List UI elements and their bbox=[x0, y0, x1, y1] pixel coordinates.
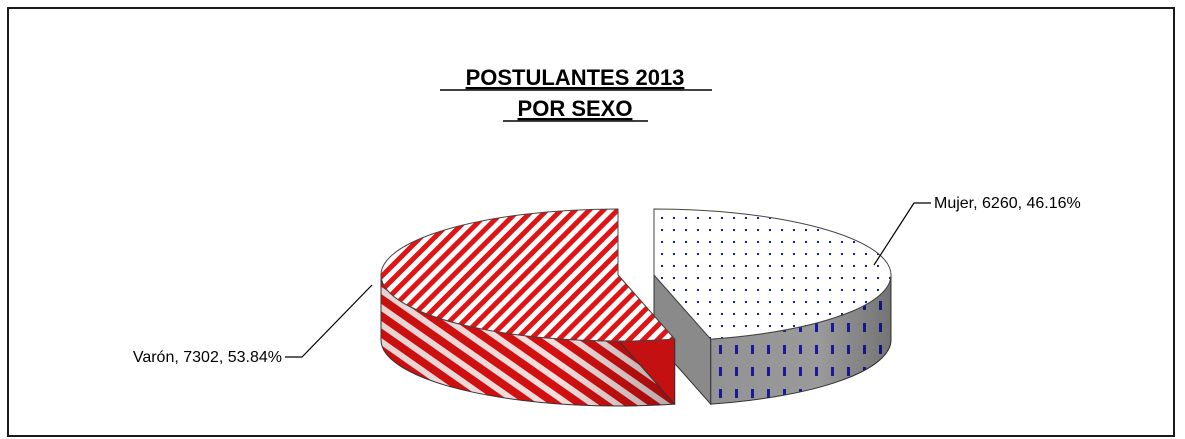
chart-title-line-2: POR SEXO bbox=[518, 96, 633, 121]
data-labels: Mujer, 6260, 46.16% Varón, 7302, 53.84% bbox=[133, 195, 1081, 366]
slice-mujer bbox=[653, 208, 892, 406]
slice-varon-top bbox=[380, 208, 676, 342]
chart-frame: POSTULANTES 2013 POR SEXO Mujer, 6260, 4… bbox=[7, 7, 1175, 437]
pie-slices bbox=[380, 208, 892, 407]
slice-varon-side-shade bbox=[381, 275, 675, 406]
pie-chart: POSTULANTES 2013 POR SEXO Mujer, 6260, 4… bbox=[133, 65, 1081, 407]
leader-line-mujer bbox=[873, 202, 931, 266]
slice-mujer-top bbox=[653, 208, 892, 340]
chart-title-line-1: POSTULANTES 2013 bbox=[466, 65, 685, 90]
data-label-varon: Varón, 7302, 53.84% bbox=[133, 349, 282, 366]
slice-varon bbox=[380, 208, 676, 407]
leader-line-varon bbox=[285, 284, 373, 358]
data-label-mujer: Mujer, 6260, 46.16% bbox=[934, 195, 1081, 212]
slice-mujer-side-shade bbox=[710, 275, 891, 405]
